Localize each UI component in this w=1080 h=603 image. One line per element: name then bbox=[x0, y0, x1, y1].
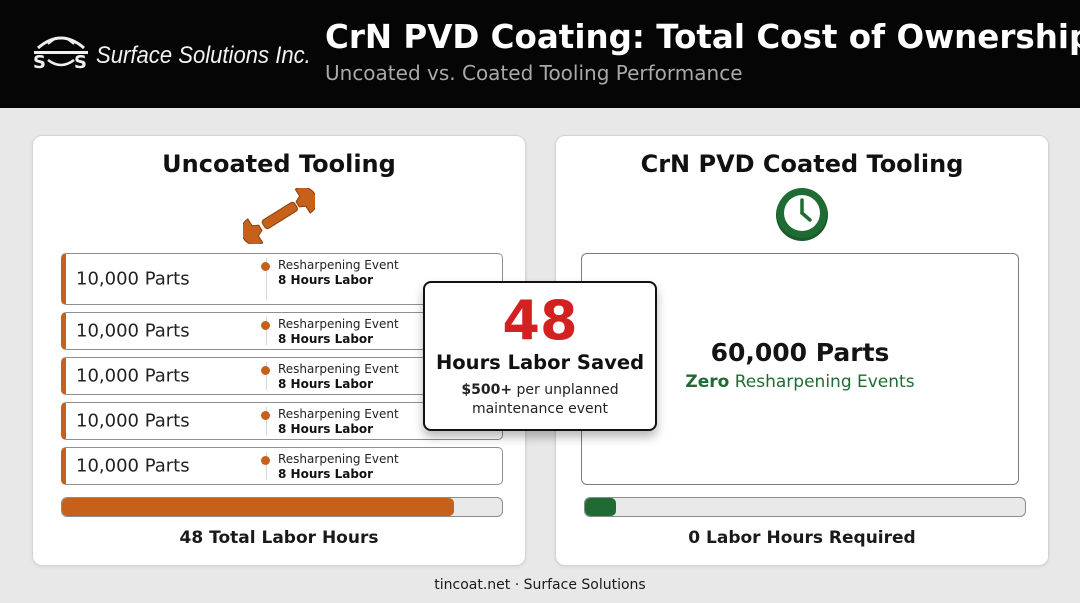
row-divider bbox=[266, 317, 267, 345]
svg-text:S: S bbox=[33, 52, 46, 73]
row-divider bbox=[266, 452, 267, 480]
event-dot-icon bbox=[261, 456, 270, 465]
row-parts: 10,000 Parts bbox=[76, 268, 190, 290]
wrench-icon bbox=[243, 188, 315, 244]
coated-labor-bar-fill bbox=[585, 498, 616, 516]
row-event: Resharpening Event bbox=[278, 362, 399, 376]
maintenance-cost-note: $500+ per unplanned maintenance event bbox=[425, 381, 655, 419]
row-divider bbox=[266, 362, 267, 390]
row-event: Resharpening Event bbox=[278, 452, 399, 466]
footer-credit: tincoat.net · Surface Solutions bbox=[434, 577, 646, 593]
row-event: Resharpening Event bbox=[278, 317, 399, 331]
uncoated-labor-bar-fill bbox=[62, 498, 454, 516]
coated-parts-count: 60,000 Parts bbox=[710, 338, 890, 367]
maintenance-cost-line1: per unplanned bbox=[512, 382, 619, 398]
row-hours: 8 Hours Labor bbox=[278, 467, 374, 481]
hours-saved-callout: 48 Hours Labor Saved $500+ per unplanned… bbox=[423, 281, 657, 431]
row-hours: 8 Hours Labor bbox=[278, 377, 374, 391]
zero-resharpening-text: Zero Resharpening Events bbox=[582, 372, 1018, 392]
row-event: Resharpening Event bbox=[278, 258, 399, 272]
row-divider bbox=[266, 407, 267, 435]
row-parts: 10,000 Parts bbox=[76, 320, 190, 342]
event-dot-icon bbox=[261, 366, 270, 375]
row-parts: 10,000 Parts bbox=[76, 365, 190, 387]
coated-labor-bar bbox=[584, 497, 1026, 517]
hours-saved-number: 48 bbox=[502, 289, 578, 352]
svg-text:S: S bbox=[74, 52, 87, 73]
coated-labor-caption: 0 Labor Hours Required bbox=[688, 528, 916, 548]
uncoated-labor-caption: 48 Total Labor Hours bbox=[179, 528, 379, 548]
row-hours: 8 Hours Labor bbox=[278, 273, 374, 287]
event-dot-icon bbox=[261, 321, 270, 330]
zero-word: Zero bbox=[685, 372, 730, 392]
header-banner: S S Surface Solutions Inc. CrN PVD Coati… bbox=[0, 0, 1080, 108]
zero-rest: Resharpening Events bbox=[729, 372, 915, 392]
row-hours: 8 Hours Labor bbox=[278, 332, 374, 346]
clock-icon bbox=[776, 188, 828, 241]
row-parts: 10,000 Parts bbox=[76, 410, 190, 432]
maintenance-cost-line2: maintenance event bbox=[471, 401, 609, 417]
row-hours: 8 Hours Labor bbox=[278, 422, 374, 436]
company-logo: S S bbox=[33, 36, 88, 73]
hours-saved-label: Hours Labor Saved bbox=[435, 351, 645, 374]
uncoated-row-5: 10,000 Parts Resharpening Event 8 Hours … bbox=[61, 447, 503, 485]
page-title: CrN PVD Coating: Total Cost of Ownership bbox=[325, 17, 1080, 56]
coated-panel-title: CrN PVD Coated Tooling bbox=[640, 150, 964, 178]
uncoated-row-1: 10,000 Parts Resharpening Event 8 Hours … bbox=[61, 253, 503, 305]
brand-name: Surface Solutions Inc. bbox=[96, 42, 311, 69]
event-dot-icon bbox=[261, 262, 270, 271]
uncoated-panel-title: Uncoated Tooling bbox=[162, 150, 396, 178]
uncoated-labor-bar bbox=[61, 497, 503, 517]
row-parts: 10,000 Parts bbox=[76, 455, 190, 477]
event-dot-icon bbox=[261, 411, 270, 420]
row-event: Resharpening Event bbox=[278, 407, 399, 421]
maintenance-cost-amount: $500+ bbox=[461, 382, 513, 398]
page-subtitle: Uncoated vs. Coated Tooling Performance bbox=[325, 61, 743, 85]
row-divider bbox=[266, 258, 267, 300]
